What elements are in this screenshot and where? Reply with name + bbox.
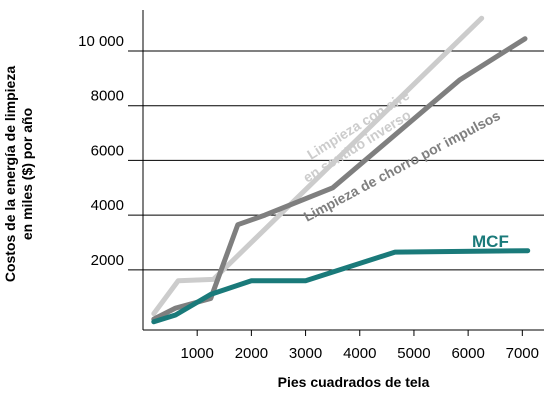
y-tick-label: 2000 (91, 252, 124, 269)
x-tick-label: 3000 (289, 345, 322, 362)
series-line-0 (151, 15, 485, 317)
series-line-1 (151, 36, 528, 322)
x-tick-label: 7000 (506, 345, 539, 362)
tick-labels: 2000 4000 6000 8000 10 000 1000 2000 3000 4000 50… (78, 33, 539, 362)
series-lines (151, 15, 531, 325)
x-tick-label: 6000 (451, 345, 484, 362)
axes (142, 10, 544, 336)
x-axis-label: Pies cuadrados de tela (277, 374, 430, 390)
x-tick-label: 1000 (181, 345, 214, 362)
y-axis-label-line-2: en miles ($) por año (19, 107, 35, 241)
y-axis-label-line-1: Costos de la energía de limpieza (2, 65, 18, 283)
series-line-2 (151, 248, 531, 325)
y-tick-label: 6000 (91, 142, 124, 159)
y-axis-label: Costos de la energía de limpieza en mile… (2, 8, 35, 340)
x-tick-label: 5000 (397, 345, 430, 362)
x-tick-label: 2000 (235, 345, 268, 362)
y-tick-label: 10 000 (78, 33, 124, 50)
series-label-2: MCF (472, 232, 509, 251)
y-tick-label: 8000 (91, 88, 124, 105)
y-tick-label: 4000 (91, 197, 124, 214)
x-tick-label: 4000 (343, 345, 376, 362)
